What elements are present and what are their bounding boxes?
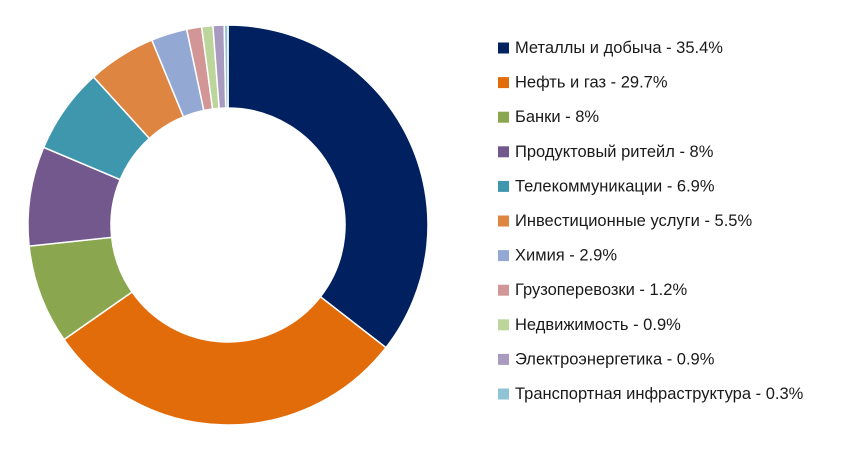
- legend-swatch: [498, 77, 509, 89]
- legend-label: Недвижимость - 0.9%: [515, 316, 681, 334]
- legend-label: Инвестиционные услуги - 5.5%: [515, 212, 752, 230]
- legend-label: Электроэнергетика - 0.9%: [515, 350, 715, 368]
- legend-item: Телекоммуникации - 6.9%: [498, 177, 715, 195]
- legend-item: Транспортная инфраструктура - 0.3%: [498, 385, 804, 403]
- legend-swatch: [498, 146, 509, 158]
- legend-swatch: [498, 215, 509, 227]
- legend-swatch: [498, 180, 509, 192]
- legend-label: Банки - 8%: [515, 108, 599, 126]
- legend-swatch: [498, 111, 509, 123]
- legend-swatch: [498, 353, 509, 365]
- legend-label: Металлы и добыча - 35.4%: [515, 39, 723, 57]
- legend-item: Нефть и газ - 29.7%: [498, 74, 668, 92]
- legend-item: Металлы и добыча - 35.4%: [498, 39, 723, 57]
- legend-item: Банки - 8%: [498, 108, 599, 126]
- donut-slice-2: [62, 290, 388, 426]
- legend-item: Химия - 2.9%: [498, 247, 617, 265]
- legend-label: Транспортная инфраструктура - 0.3%: [515, 385, 804, 403]
- legend-swatch: [498, 284, 509, 296]
- legend-item: Продуктовый ритейл - 8%: [498, 143, 714, 161]
- legend-label: Химия - 2.9%: [515, 247, 617, 265]
- legend-item: Недвижимость - 0.9%: [498, 316, 681, 334]
- donut-slice-11: [223, 24, 229, 109]
- legend-swatch: [498, 250, 509, 262]
- legend-item: Грузоперевозки - 1.2%: [498, 281, 687, 299]
- donut-slices: [27, 24, 429, 426]
- chart-legend: Металлы и добыча - 35.4% Нефть и газ - 29…: [498, 39, 804, 403]
- legend-item: Инвестиционные услуги - 5.5%: [498, 212, 752, 230]
- legend-label: Грузоперевозки - 1.2%: [515, 281, 687, 299]
- legend-label: Нефть и газ - 29.7%: [515, 74, 668, 92]
- legend-item: Электроэнергетика - 0.9%: [498, 350, 715, 368]
- legend-swatch: [498, 319, 509, 331]
- donut-slice-1: [227, 24, 429, 349]
- legend-label: Телекоммуникации - 6.9%: [515, 177, 715, 195]
- legend-swatch: [498, 388, 509, 400]
- legend-label: Продуктовый ритейл - 8%: [515, 143, 714, 161]
- legend-swatch: [498, 42, 509, 54]
